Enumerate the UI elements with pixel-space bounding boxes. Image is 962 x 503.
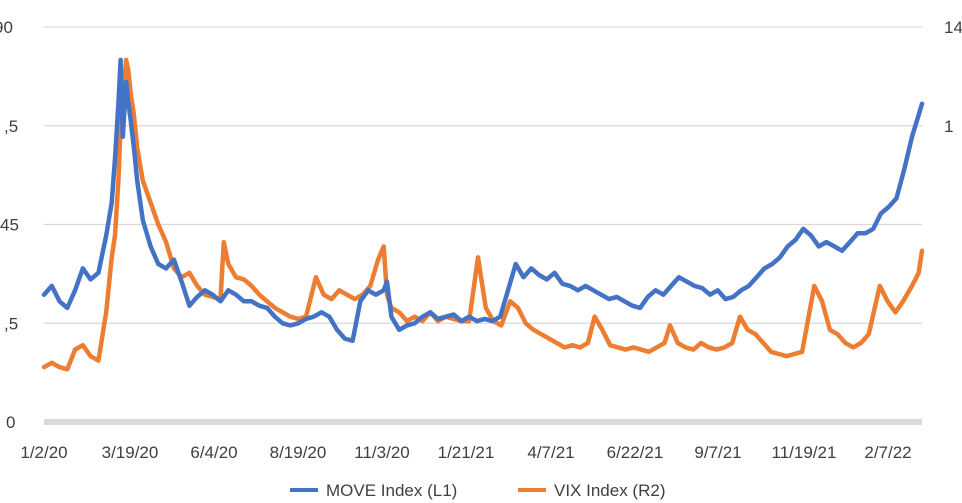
y-left-tick-label: 90 bbox=[0, 18, 13, 37]
x-tick-label: 6/22/21 bbox=[607, 443, 664, 462]
x-tick-label: 11/19/21 bbox=[772, 443, 837, 462]
x-tick-label: 8/19/20 bbox=[270, 443, 327, 462]
x-tick-label: 6/4/20 bbox=[190, 443, 237, 462]
legend-label: MOVE Index (L1) bbox=[326, 481, 457, 500]
series-lines bbox=[41, 57, 925, 372]
y-right-tick-fragment: 1 bbox=[944, 117, 953, 136]
x-tick-label: 2/7/22 bbox=[864, 443, 911, 462]
x-tick-label: 11/3/20 bbox=[354, 443, 409, 462]
gridlines bbox=[44, 26, 922, 324]
y-left-tick-label: 45 bbox=[0, 216, 19, 235]
legend: MOVE Index (L1) VIX Index (R2) bbox=[290, 481, 666, 500]
series-line bbox=[41, 57, 925, 344]
x-tick-label: 1/21/21 bbox=[438, 443, 495, 462]
y-left-tick-labels: 90 45 0 ,5 ,5 bbox=[0, 18, 19, 432]
y-right-tick-labels: 14 1 bbox=[944, 18, 962, 136]
y-left-tick-fragment: ,5 bbox=[4, 117, 18, 136]
x-tick-label: 9/7/21 bbox=[694, 443, 741, 462]
x-tick-label: 1/2/20 bbox=[20, 443, 67, 462]
x-tick-labels: 1/2/20 3/19/20 6/4/20 8/19/20 11/3/20 1/21/21… bbox=[20, 443, 911, 462]
y-right-tick-label: 14 bbox=[944, 18, 962, 37]
x-tick-label: 4/7/21 bbox=[527, 443, 574, 462]
x-tick-label: 3/19/20 bbox=[102, 443, 159, 462]
legend-label: VIX Index (R2) bbox=[554, 481, 666, 500]
y-left-tick-fragment: ,5 bbox=[4, 314, 18, 333]
y-left-tick-label: 0 bbox=[6, 413, 15, 432]
